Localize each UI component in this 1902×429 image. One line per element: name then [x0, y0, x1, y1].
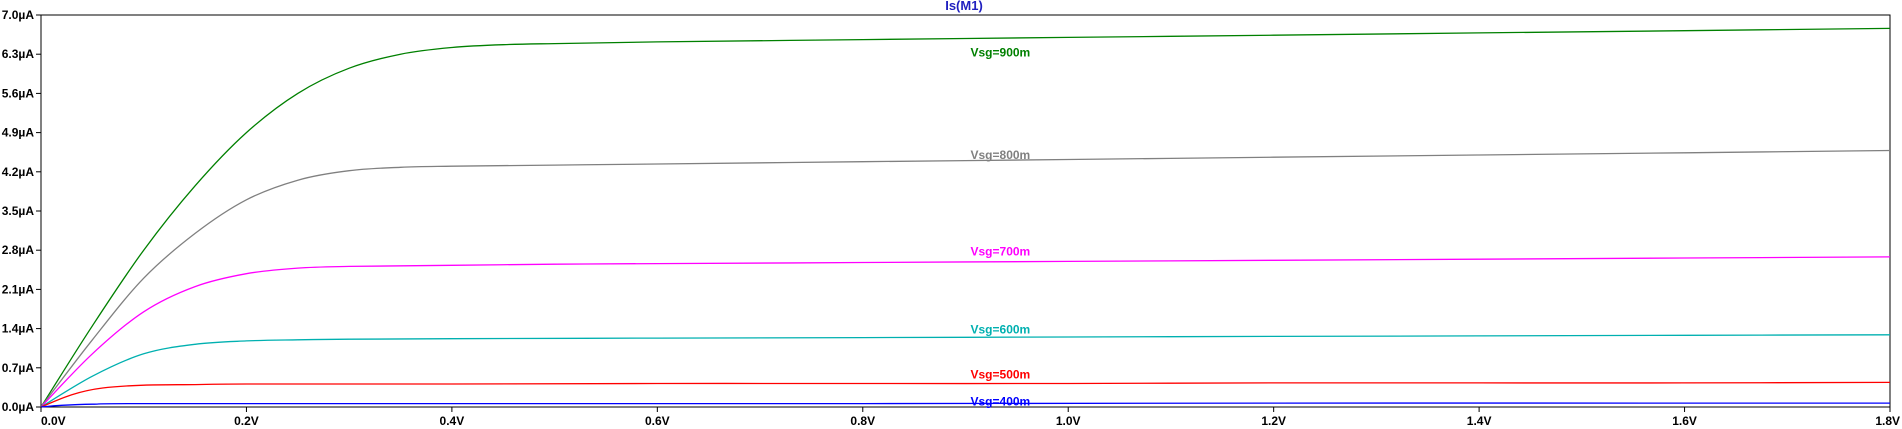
x-tick-label: 0.4V [440, 414, 465, 428]
plot-frame [40, 14, 1891, 408]
x-tick-label: 0.2V [234, 414, 259, 428]
x-tick-label: 1.6V [1672, 414, 1697, 428]
series-label: Vsg=800m [971, 148, 1031, 162]
y-tick-label: 3.5µA [2, 204, 35, 218]
x-tick-label: 1.0V [1056, 414, 1081, 428]
series-line [40, 256, 1891, 408]
x-tick-label: 1.8V [1875, 414, 1900, 428]
series-label: Vsg=500m [971, 368, 1031, 382]
series-label: Vsg=600m [971, 323, 1031, 337]
y-tick-label: 5.6µA [2, 86, 35, 100]
series-line [40, 381, 1891, 408]
series-line [40, 402, 1890, 408]
y-tick-label: 1.4µA [2, 322, 35, 336]
x-tick-label: 1.4V [1467, 414, 1492, 428]
y-tick-label: 4.2µA [2, 165, 35, 179]
y-tick-label: 4.9µA [2, 126, 35, 140]
series-label: Vsg=900m [971, 46, 1031, 60]
y-tick-label: 0.0µA [2, 400, 35, 414]
y-tick-label: 7.0µA [2, 8, 35, 22]
series-label: Vsg=400m [971, 394, 1031, 408]
series-line [40, 149, 1891, 408]
y-tick-label: 0.7µA [2, 361, 35, 375]
series-line [40, 334, 1891, 408]
series-line [40, 27, 1891, 408]
x-tick-label: 0.0V [41, 414, 66, 428]
x-axis: 0.0V 0.2V 0.4V 0.6V 0.8V 1.0V 1.2V 1.4V 1.6V 1.8V [40, 407, 1900, 428]
chart-title: Is(M1) [945, 0, 983, 13]
y-axis: 0.0µA 0.7µA 1.4µA 2.1µA 2.8µA 3.5µA 4.2µA 4.9µA… [2, 8, 41, 414]
x-tick-label: 0.6V [645, 414, 670, 428]
curves [40, 27, 1891, 408]
series-label: Vsg=700m [971, 244, 1031, 258]
x-tick-label: 1.2V [1261, 414, 1286, 428]
curve-labels: Vsg=900m Vsg=800m Vsg=700m Vsg=600m Vsg=500m… [971, 46, 1031, 409]
y-tick-label: 2.1µA [2, 282, 35, 296]
y-tick-label: 2.8µA [2, 243, 35, 257]
x-tick-label: 0.8V [850, 414, 875, 428]
y-tick-label: 6.3µA [2, 47, 35, 61]
